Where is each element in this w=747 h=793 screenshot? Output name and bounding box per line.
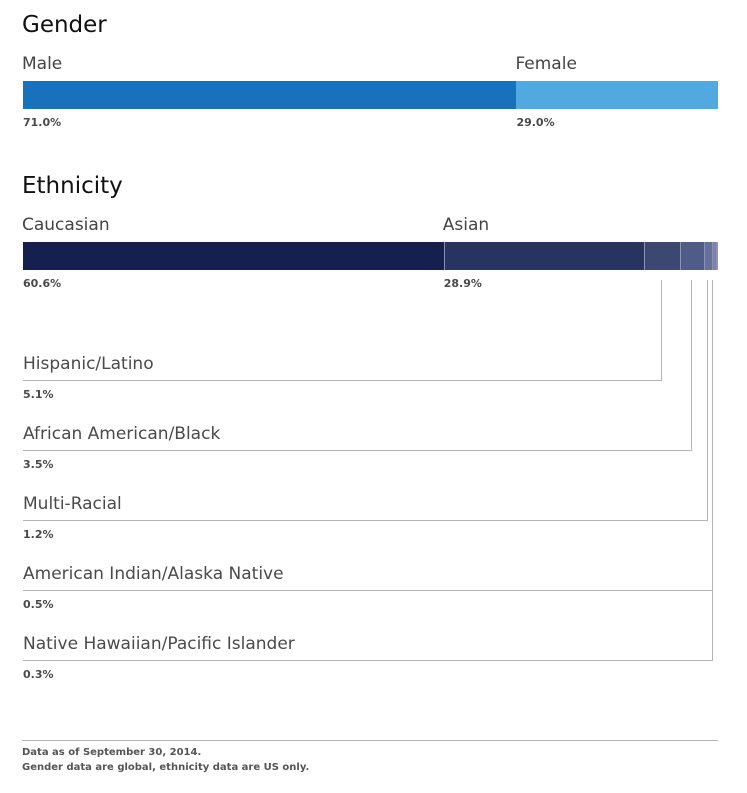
ethnicity-percent-asian: 28.9% bbox=[443, 277, 482, 290]
gender-percent-male: 71.0% bbox=[23, 116, 62, 129]
gender-label-female: Female bbox=[515, 54, 577, 74]
ethnicity-percent-native-hawaiian-pacific-islander: 0.3% bbox=[23, 668, 54, 681]
ethnicity-title: Ethnicity bbox=[22, 173, 123, 199]
ethnicity-segment-native-hawaiian-pacific-islander bbox=[715, 242, 718, 270]
footer-divider bbox=[22, 740, 718, 741]
ethnicity-segment-caucasian bbox=[23, 242, 444, 270]
ethnicity-percent-multi-racial: 1.2% bbox=[23, 528, 54, 541]
ethnicity-label-asian: Asian bbox=[442, 215, 490, 235]
ethnicity-label-american-indian-alaska-native: American Indian/Alaska Native bbox=[23, 564, 284, 584]
footnote-scope: Gender data are global, ethnicity data a… bbox=[22, 762, 310, 773]
ethnicity-leader-line-hispanic-latino bbox=[23, 280, 663, 381]
ethnicity-leader-line-multi-racial bbox=[23, 280, 709, 521]
ethnicity-label-hispanic-latino: Hispanic/Latino bbox=[23, 354, 154, 374]
ethnicity-percent-american-indian-alaska-native: 0.5% bbox=[23, 598, 54, 611]
ethnicity-label-native-hawaiian-pacific-islander: Native Hawaiian/Pacific Islander bbox=[23, 634, 295, 654]
ethnicity-percent-african-american-black: 3.5% bbox=[23, 458, 54, 471]
ethnicity-bar bbox=[23, 242, 718, 270]
ethnicity-segment-multi-racial bbox=[704, 242, 713, 270]
gender-segment-male bbox=[23, 81, 517, 109]
ethnicity-segment-african-american-black bbox=[679, 242, 705, 270]
gender-label-male: Male bbox=[22, 54, 63, 74]
ethnicity-leader-line-native-hawaiian-pacific-islander bbox=[23, 280, 713, 661]
gender-segment-female bbox=[516, 81, 718, 109]
ethnicity-segment-hispanic-latino bbox=[644, 242, 680, 270]
gender-percent-female: 29.0% bbox=[516, 116, 555, 129]
ethnicity-label-african-american-black: African American/Black bbox=[23, 424, 221, 444]
ethnicity-percent-caucasian: 60.6% bbox=[23, 277, 62, 290]
gender-title: Gender bbox=[22, 12, 107, 38]
footnote-date: Data as of September 30, 2014. bbox=[22, 747, 202, 758]
ethnicity-label-caucasian: Caucasian bbox=[22, 215, 110, 235]
ethnicity-leader-line-african-american-black bbox=[23, 280, 692, 451]
gender-bar bbox=[23, 81, 718, 109]
ethnicity-percent-hispanic-latino: 5.1% bbox=[23, 388, 54, 401]
ethnicity-segment-asian bbox=[443, 242, 645, 270]
ethnicity-label-multi-racial: Multi-Racial bbox=[23, 494, 122, 514]
ethnicity-segment-american-indian-alaska-native bbox=[712, 242, 716, 270]
